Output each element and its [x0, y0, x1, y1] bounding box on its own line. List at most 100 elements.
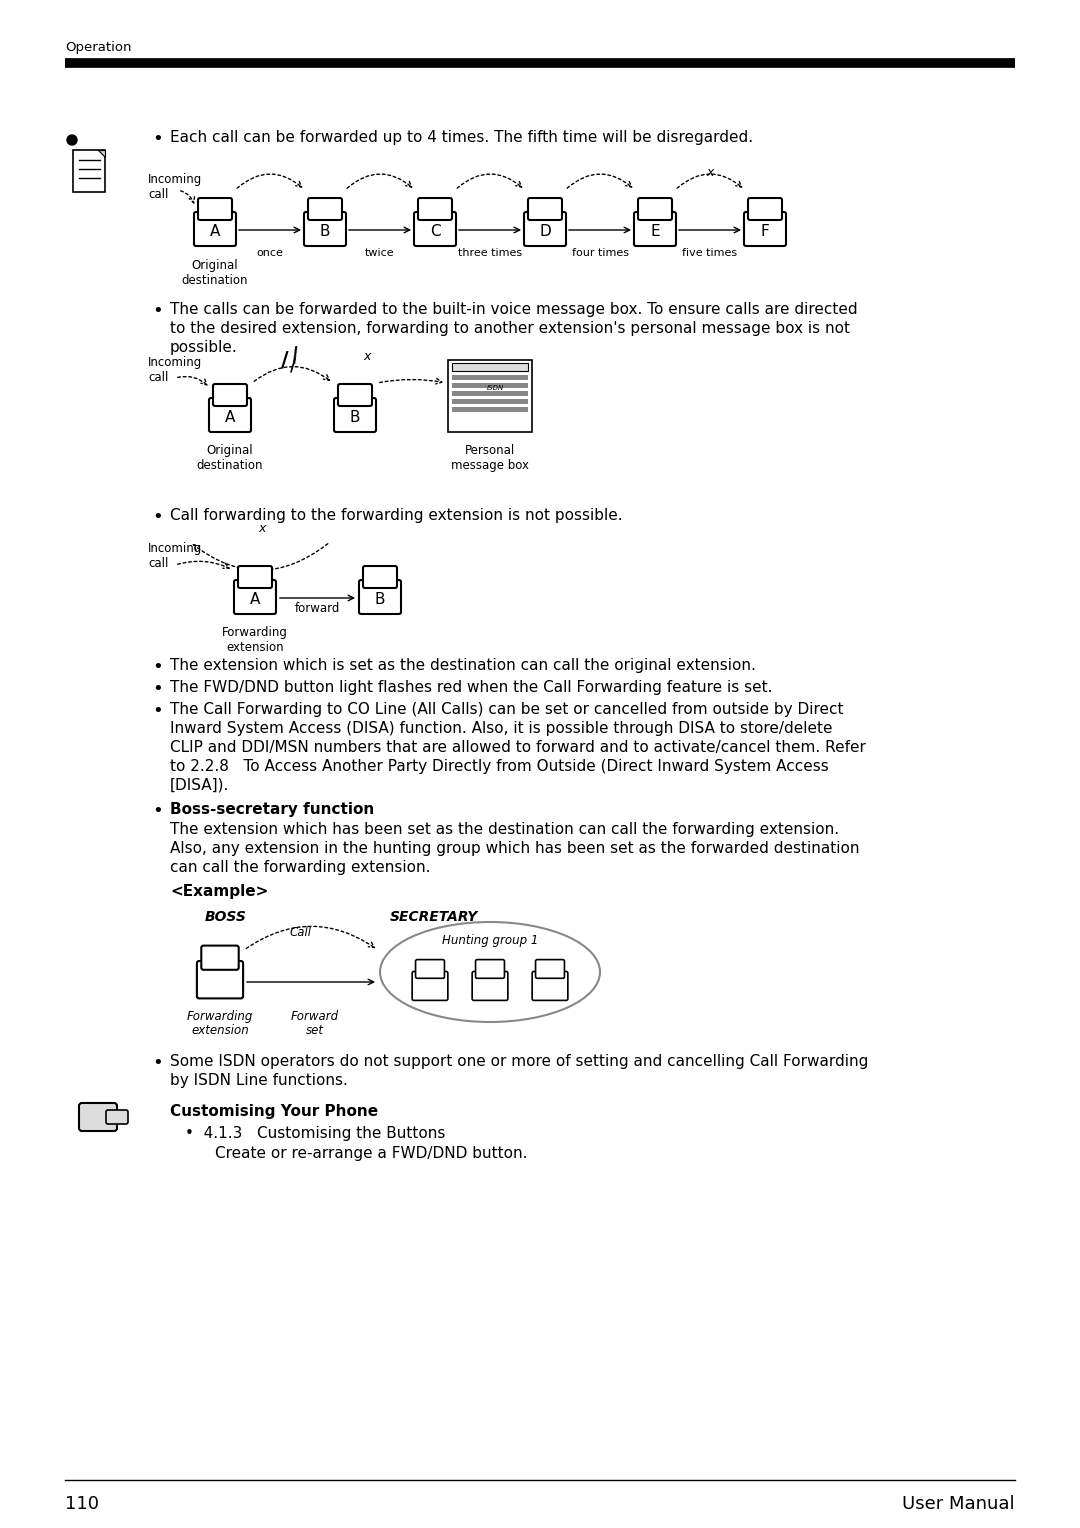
FancyBboxPatch shape	[448, 361, 532, 432]
Text: •: •	[152, 701, 163, 720]
FancyBboxPatch shape	[475, 960, 504, 978]
FancyBboxPatch shape	[238, 565, 272, 588]
Text: B: B	[375, 591, 386, 607]
Ellipse shape	[380, 921, 600, 1022]
FancyBboxPatch shape	[198, 199, 232, 220]
FancyBboxPatch shape	[748, 199, 782, 220]
FancyBboxPatch shape	[453, 391, 528, 396]
Text: Some ISDN operators do not support one or more of setting and cancelling Call Fo: Some ISDN operators do not support one o…	[170, 1054, 868, 1070]
Text: A: A	[249, 591, 260, 607]
Text: A: A	[210, 223, 220, 238]
Text: Incoming
call: Incoming call	[148, 542, 202, 570]
FancyBboxPatch shape	[338, 384, 372, 406]
Text: forward: forward	[295, 602, 340, 614]
Text: Boss-secretary function: Boss-secretary function	[170, 802, 375, 817]
FancyBboxPatch shape	[418, 199, 453, 220]
Text: set: set	[306, 1024, 324, 1038]
FancyBboxPatch shape	[73, 150, 105, 193]
FancyBboxPatch shape	[234, 581, 276, 614]
Text: User Manual: User Manual	[903, 1494, 1015, 1513]
Text: •: •	[152, 680, 163, 698]
Text: E: E	[650, 223, 660, 238]
Text: Inward System Access (DISA) function. Also, it is possible through DISA to store: Inward System Access (DISA) function. Al…	[170, 721, 833, 736]
FancyBboxPatch shape	[453, 384, 528, 388]
FancyBboxPatch shape	[359, 581, 401, 614]
Text: x: x	[258, 521, 266, 535]
Text: Personal
message box: Personal message box	[451, 445, 529, 472]
Text: <Example>: <Example>	[170, 885, 268, 898]
FancyBboxPatch shape	[524, 212, 566, 246]
Text: •  4.1.3   Customising the Buttons: • 4.1.3 Customising the Buttons	[185, 1126, 445, 1141]
Text: extension: extension	[191, 1024, 248, 1038]
Text: Forwarding
extension: Forwarding extension	[222, 626, 288, 654]
Text: B: B	[320, 223, 330, 238]
Text: •: •	[152, 802, 163, 821]
Circle shape	[67, 134, 77, 145]
Text: Forwarding: Forwarding	[187, 1010, 253, 1024]
FancyBboxPatch shape	[453, 406, 528, 413]
FancyBboxPatch shape	[634, 212, 676, 246]
Polygon shape	[98, 150, 105, 157]
Text: Customising Your Phone: Customising Your Phone	[170, 1105, 378, 1118]
Text: by ISDN Line functions.: by ISDN Line functions.	[170, 1073, 348, 1088]
Text: Create or re-arrange a FWD/DND button.: Create or re-arrange a FWD/DND button.	[215, 1146, 527, 1161]
Text: Original
destination: Original destination	[181, 260, 248, 287]
Text: SECRETARY: SECRETARY	[390, 911, 478, 924]
Text: D: D	[539, 223, 551, 238]
Text: Also, any extension in the hunting group which has been set as the forwarded des: Also, any extension in the hunting group…	[170, 840, 860, 856]
Text: C: C	[430, 223, 441, 238]
FancyBboxPatch shape	[453, 364, 528, 371]
Text: five times: five times	[683, 248, 738, 258]
Text: •: •	[152, 659, 163, 675]
Text: Hunting group 1: Hunting group 1	[442, 934, 538, 947]
Text: [DISA]).: [DISA]).	[170, 778, 229, 793]
Text: /: /	[289, 345, 300, 367]
Text: can call the forwarding extension.: can call the forwarding extension.	[170, 860, 431, 876]
FancyBboxPatch shape	[363, 565, 397, 588]
Text: Forward: Forward	[291, 1010, 339, 1024]
FancyBboxPatch shape	[453, 399, 528, 403]
FancyBboxPatch shape	[414, 212, 456, 246]
Text: ISDN: ISDN	[486, 385, 503, 391]
Text: Call forwarding to the forwarding extension is not possible.: Call forwarding to the forwarding extens…	[170, 507, 623, 523]
FancyBboxPatch shape	[308, 199, 342, 220]
Text: F: F	[760, 223, 769, 238]
Text: once: once	[257, 248, 283, 258]
Text: The calls can be forwarded to the built-in voice message box. To ensure calls ar: The calls can be forwarded to the built-…	[170, 303, 858, 316]
Text: A: A	[225, 410, 235, 425]
Text: The Call Forwarding to CO Line (All Calls) can be set or cancelled from outside : The Call Forwarding to CO Line (All Call…	[170, 701, 843, 717]
Text: /: /	[289, 358, 296, 374]
FancyBboxPatch shape	[472, 972, 508, 1001]
FancyBboxPatch shape	[197, 961, 243, 998]
Text: The FWD/DND button light flashes red when the Call Forwarding feature is set.: The FWD/DND button light flashes red whe…	[170, 680, 772, 695]
FancyBboxPatch shape	[413, 972, 448, 1001]
Text: Call: Call	[289, 926, 311, 940]
Text: x: x	[363, 350, 370, 362]
Text: x: x	[706, 165, 714, 179]
FancyBboxPatch shape	[536, 960, 565, 978]
FancyBboxPatch shape	[638, 199, 672, 220]
Text: •: •	[152, 1054, 163, 1073]
Text: •: •	[152, 130, 163, 148]
Text: three times: three times	[458, 248, 522, 258]
Text: Each call can be forwarded up to 4 times. The fifth time will be disregarded.: Each call can be forwarded up to 4 times…	[170, 130, 753, 145]
FancyBboxPatch shape	[106, 1109, 129, 1125]
Text: 110: 110	[65, 1494, 99, 1513]
Text: Incoming
call: Incoming call	[148, 356, 202, 384]
FancyBboxPatch shape	[201, 946, 239, 970]
FancyBboxPatch shape	[532, 972, 568, 1001]
Text: to 2.2.8   To Access Another Party Directly from Outside (Direct Inward System A: to 2.2.8 To Access Another Party Directl…	[170, 759, 828, 775]
FancyBboxPatch shape	[210, 397, 251, 432]
FancyBboxPatch shape	[194, 212, 237, 246]
Text: Incoming
call: Incoming call	[148, 173, 202, 202]
Text: four times: four times	[571, 248, 629, 258]
Text: twice: twice	[365, 248, 395, 258]
Text: •: •	[152, 507, 163, 526]
Text: B: B	[350, 410, 361, 425]
FancyBboxPatch shape	[303, 212, 346, 246]
FancyBboxPatch shape	[453, 374, 528, 380]
Text: •: •	[152, 303, 163, 319]
Text: BOSS: BOSS	[205, 911, 247, 924]
FancyBboxPatch shape	[744, 212, 786, 246]
FancyBboxPatch shape	[528, 199, 562, 220]
